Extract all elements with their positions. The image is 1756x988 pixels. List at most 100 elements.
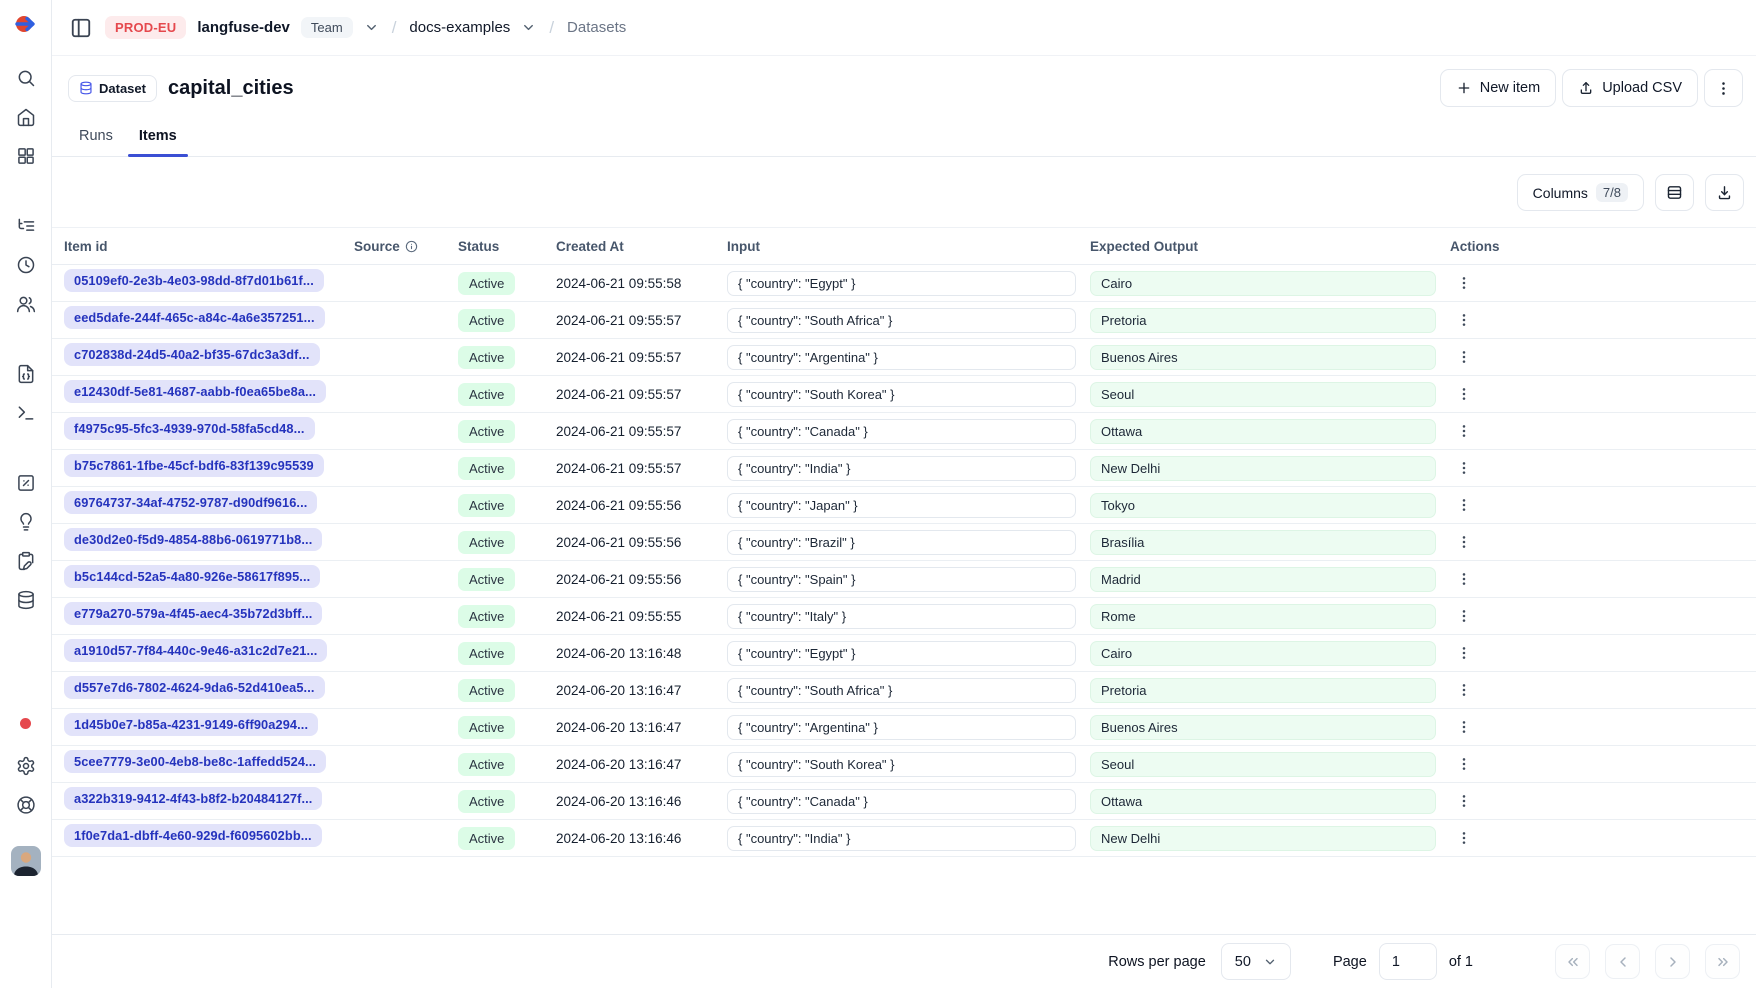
tracing-icon[interactable] — [16, 216, 36, 236]
expected-output-cell[interactable]: Madrid — [1090, 566, 1436, 592]
item-id-link[interactable]: b5c144cd-52a5-4a80-926e-58617f895... — [64, 565, 321, 588]
user-avatar[interactable] — [10, 846, 41, 876]
row-actions-button[interactable] — [1450, 567, 1478, 591]
info-icon[interactable] — [405, 240, 418, 253]
input-cell[interactable]: { "country": "South Africa" } — [727, 677, 1076, 703]
item-id-link[interactable]: b75c7861-1fbe-45cf-bdf6-83f139c95539 — [64, 454, 324, 477]
sidebar-toggle-icon[interactable] — [68, 15, 94, 41]
tab-items[interactable]: Items — [127, 116, 188, 157]
expected-output-cell[interactable]: Buenos Aires — [1090, 344, 1436, 370]
item-id-link[interactable]: e779a270-579a-4f45-aec4-35b72d3bff... — [64, 602, 323, 625]
row-actions-button[interactable] — [1450, 641, 1478, 665]
expected-output-cell[interactable]: Cairo — [1090, 270, 1436, 296]
row-actions-button[interactable] — [1450, 789, 1478, 813]
row-actions-button[interactable] — [1450, 308, 1478, 332]
input-cell[interactable]: { "country": "India" } — [727, 825, 1076, 851]
expected-output-cell[interactable]: Buenos Aires — [1090, 714, 1436, 740]
item-id-link[interactable]: 1d45b0e7-b85a-4231-9149-6ff90a294... — [64, 713, 319, 736]
input-cell[interactable]: { "country": "South Korea" } — [727, 751, 1076, 777]
project-name[interactable]: docs-examples — [409, 19, 511, 36]
project-chevron-down-icon[interactable] — [521, 20, 536, 35]
item-id-link[interactable]: de30d2e0-f5d9-4854-88b6-0619771b8... — [64, 528, 323, 551]
expected-output-cell[interactable]: Brasília — [1090, 529, 1436, 555]
new-item-button[interactable]: New item — [1439, 69, 1557, 107]
download-button[interactable] — [1705, 174, 1744, 211]
users-icon[interactable] — [16, 294, 36, 314]
row-actions-button[interactable] — [1450, 752, 1478, 776]
item-id-link[interactable]: eed5dafe-244f-465c-a84c-4a6e357251... — [64, 306, 325, 329]
dashboards-icon[interactable] — [16, 146, 36, 166]
page-number-input[interactable] — [1378, 943, 1437, 980]
expected-output-cell[interactable]: New Delhi — [1090, 455, 1436, 481]
input-cell[interactable]: { "country": "Brazil" } — [727, 529, 1076, 555]
row-actions-button[interactable] — [1450, 419, 1478, 443]
expected-output-cell[interactable]: Pretoria — [1090, 307, 1436, 333]
expected-output-cell[interactable]: Pretoria — [1090, 677, 1436, 703]
expected-output-cell[interactable]: Seoul — [1090, 751, 1436, 777]
sessions-icon[interactable] — [16, 255, 36, 275]
item-id-link[interactable]: 5cee7779-3e00-4eb8-be8c-1affedd524... — [64, 750, 327, 773]
row-actions-button[interactable] — [1450, 826, 1478, 850]
expected-output-cell[interactable]: New Delhi — [1090, 825, 1436, 851]
input-cell[interactable]: { "country": "Egypt" } — [727, 270, 1076, 296]
evaluation-icon[interactable] — [16, 473, 36, 493]
row-height-button[interactable] — [1655, 174, 1694, 211]
item-id-link[interactable]: 05109ef0-2e3b-4e03-98dd-8f7d01b61f... — [64, 269, 324, 292]
search-icon[interactable] — [16, 68, 36, 88]
item-id-link[interactable]: d557e7d6-7802-4624-9da6-52d410ea5... — [64, 676, 325, 699]
row-actions-button[interactable] — [1450, 271, 1478, 295]
expected-output-cell[interactable]: Tokyo — [1090, 492, 1436, 518]
support-lifebuoy-icon[interactable] — [16, 795, 36, 815]
item-id-link[interactable]: e12430df-5e81-4687-aabb-f0ea65be8a... — [64, 380, 327, 403]
item-id-link[interactable]: a322b319-9412-4f43-b8f2-b20484127f... — [64, 787, 323, 810]
row-actions-button[interactable] — [1450, 715, 1478, 739]
rows-per-page-select[interactable]: 50 — [1220, 943, 1291, 980]
item-id-link[interactable]: c702838d-24d5-40a2-bf35-67dc3a3df... — [64, 343, 320, 366]
row-actions-button[interactable] — [1450, 382, 1478, 406]
last-page-button[interactable] — [1705, 944, 1740, 979]
tab-runs[interactable]: Runs — [79, 128, 113, 144]
lightbulb-icon[interactable] — [16, 512, 36, 532]
expected-output-cell[interactable]: Ottawa — [1090, 418, 1436, 444]
dataset-actions-menu-button[interactable] — [1704, 69, 1743, 107]
input-cell[interactable]: { "country": "Egypt" } — [727, 640, 1076, 666]
prompts-icon[interactable] — [16, 364, 36, 384]
input-cell[interactable]: { "country": "Argentina" } — [727, 344, 1076, 370]
input-cell[interactable]: { "country": "India" } — [727, 455, 1076, 481]
item-id-link[interactable]: 69764737-34af-4752-9787-d90df9616... — [64, 491, 318, 514]
playground-icon[interactable] — [16, 403, 36, 423]
expected-output-cell[interactable]: Rome — [1090, 603, 1436, 629]
input-cell[interactable]: { "country": "Spain" } — [727, 566, 1076, 592]
input-cell[interactable]: { "country": "Italy" } — [727, 603, 1076, 629]
first-page-button[interactable] — [1555, 944, 1590, 979]
input-cell[interactable]: { "country": "Argentina" } — [727, 714, 1076, 740]
columns-button[interactable]: Columns 7/8 — [1516, 174, 1644, 211]
row-actions-button[interactable] — [1450, 493, 1478, 517]
item-id-link[interactable]: 1f0e7da1-dbff-4e60-929d-f6095602bb... — [64, 824, 322, 847]
row-actions-button[interactable] — [1450, 345, 1478, 369]
settings-gear-icon[interactable] — [16, 756, 36, 776]
next-page-button[interactable] — [1655, 944, 1690, 979]
item-id-link[interactable]: f4975c95-5fc3-4939-970d-58fa5cd48... — [64, 417, 315, 440]
status-dot-icon[interactable] — [20, 718, 31, 729]
org-name[interactable]: langfuse-dev — [197, 19, 290, 36]
previous-page-button[interactable] — [1605, 944, 1640, 979]
input-cell[interactable]: { "country": "South Africa" } — [727, 307, 1076, 333]
row-actions-button[interactable] — [1450, 530, 1478, 554]
upload-csv-button[interactable]: Upload CSV — [1562, 69, 1698, 107]
expected-output-cell[interactable]: Seoul — [1090, 381, 1436, 407]
input-cell[interactable]: { "country": "Canada" } — [727, 418, 1076, 444]
input-cell[interactable]: { "country": "Canada" } — [727, 788, 1076, 814]
expected-output-cell[interactable]: Ottawa — [1090, 788, 1436, 814]
row-actions-button[interactable] — [1450, 678, 1478, 702]
item-id-link[interactable]: a1910d57-7f84-440c-9e46-a31c2d7e21... — [64, 639, 328, 662]
input-cell[interactable]: { "country": "Japan" } — [727, 492, 1076, 518]
annotation-icon[interactable] — [16, 551, 36, 571]
input-cell[interactable]: { "country": "South Korea" } — [727, 381, 1076, 407]
row-actions-button[interactable] — [1450, 604, 1478, 628]
org-chevron-down-icon[interactable] — [364, 20, 379, 35]
row-actions-button[interactable] — [1450, 456, 1478, 480]
breadcrumb-section[interactable]: Datasets — [567, 19, 627, 36]
datasets-icon[interactable] — [16, 590, 36, 610]
expected-output-cell[interactable]: Cairo — [1090, 640, 1436, 666]
